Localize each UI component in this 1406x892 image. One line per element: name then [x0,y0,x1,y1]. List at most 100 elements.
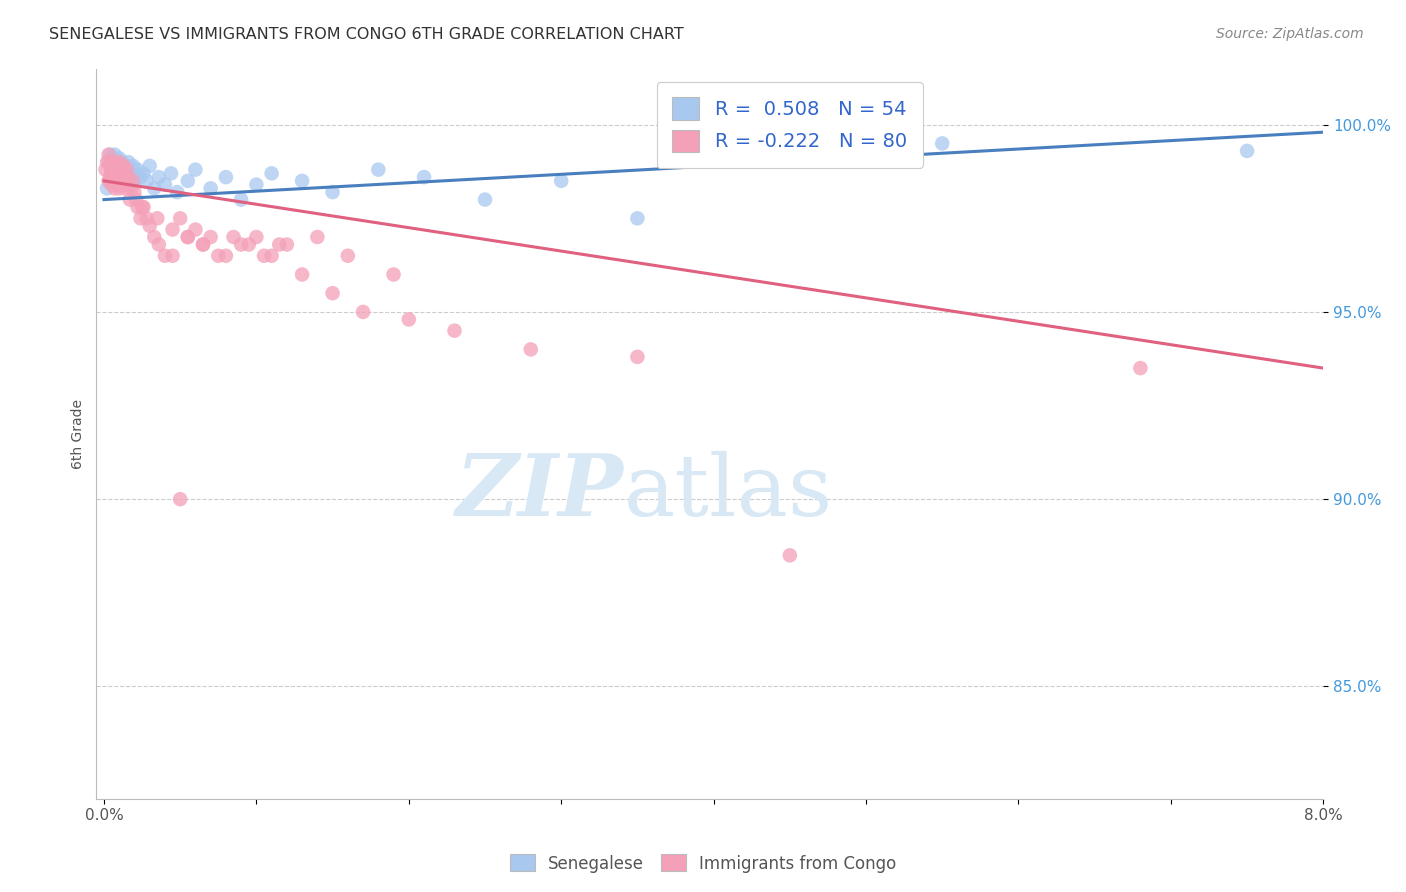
Point [111,155,134,169]
Point [148,237,170,252]
Point [191,237,214,252]
Point [104,147,127,161]
Point [127,200,149,214]
Point [138,219,160,233]
Point [115,170,138,185]
Point [519,343,541,357]
Point [94,162,117,177]
Point [105,178,128,192]
Legend: Senegalese, Immigrants from Congo: Senegalese, Immigrants from Congo [503,847,903,880]
Text: atlas: atlas [624,450,832,533]
Point [124,174,146,188]
Point [443,324,465,338]
Point [153,249,176,263]
Point [110,159,132,173]
Point [100,166,122,180]
Point [382,268,405,282]
Point [122,159,145,173]
Point [245,178,267,192]
Point [114,170,136,185]
Point [1236,144,1258,158]
Point [108,155,131,169]
Point [96,181,118,195]
Point [215,249,238,263]
Point [245,230,267,244]
Text: Source: ZipAtlas.com: Source: ZipAtlas.com [1216,27,1364,41]
Point [98,159,121,173]
Point [177,230,200,244]
Text: ZIP: ZIP [456,450,624,533]
Point [162,249,184,263]
Point [177,174,200,188]
Point [231,193,253,207]
Point [115,178,138,192]
Point [291,174,314,188]
Point [100,178,122,192]
Y-axis label: 6th Grade: 6th Grade [72,399,86,468]
Point [322,185,344,199]
Point [110,159,132,173]
Point [184,162,207,177]
Point [97,174,120,188]
Point [101,162,124,177]
Point [105,178,128,192]
Point [108,152,131,166]
Point [138,159,160,173]
Point [129,211,152,226]
Point [367,162,389,177]
Point [269,237,291,252]
Point [124,185,146,199]
Point [97,155,120,169]
Point [169,492,191,507]
Point [110,170,132,185]
Point [398,312,420,326]
Point [112,174,135,188]
Point [260,166,283,180]
Point [336,249,359,263]
Point [104,181,127,195]
Point [153,178,176,192]
Point [162,222,184,236]
Point [135,211,157,226]
Point [253,249,276,263]
Text: SENEGALESE VS IMMIGRANTS FROM CONGO 6TH GRADE CORRELATION CHART: SENEGALESE VS IMMIGRANTS FROM CONGO 6TH … [49,27,683,42]
Point [112,174,135,188]
Point [105,170,128,185]
Point [931,136,953,151]
Point [550,174,572,188]
Point [131,200,153,214]
Point [117,155,139,169]
Point [132,166,155,180]
Point [231,237,253,252]
Point [104,159,127,173]
Point [104,166,127,180]
Point [200,230,222,244]
Point [307,230,329,244]
Point [112,159,135,173]
Point [101,155,124,169]
Point [122,174,145,188]
Point [107,174,129,188]
Point [322,286,344,301]
Point [125,193,148,207]
Point [97,147,120,161]
Point [100,162,122,177]
Point [120,166,142,180]
Point [114,162,136,177]
Point [177,230,200,244]
Point [98,147,121,161]
Point [110,170,132,185]
Point [107,174,129,188]
Point [111,178,134,192]
Point [108,162,131,177]
Point [352,305,374,319]
Point [276,237,298,252]
Point [107,155,129,169]
Point [626,211,648,226]
Point [260,249,283,263]
Point [100,155,122,169]
Point [135,174,157,188]
Point [148,170,170,185]
Point [215,170,238,185]
Point [117,170,139,185]
